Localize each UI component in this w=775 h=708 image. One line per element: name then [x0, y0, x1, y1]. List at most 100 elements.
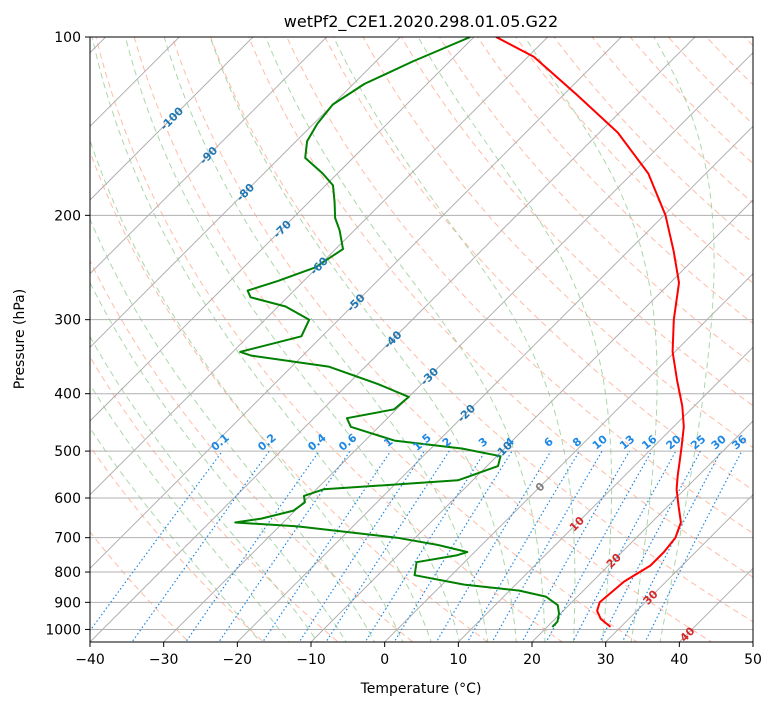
dry-adiabat [90, 150, 489, 642]
moist-adiabat [90, 383, 290, 642]
isotherm-line [90, 37, 181, 128]
x-tick-label: 30 [597, 652, 615, 668]
y-tick-label: 700 [54, 531, 81, 547]
dry-adiabat [438, 37, 753, 366]
moist-adiabat [333, 37, 576, 642]
x-axis-label: Temperature (°C) [360, 681, 482, 697]
y-tick-label: 500 [54, 444, 81, 460]
mixing-ratio-line [364, 450, 486, 642]
mixing-ratio-label: 6 [542, 435, 556, 450]
isotherm-line [90, 37, 328, 275]
mixing-ratio-line [393, 450, 513, 642]
moist-adiabat [90, 335, 319, 642]
moist-adiabat [209, 37, 517, 642]
y-tick-label: 1000 [45, 622, 81, 638]
mixing-ratio-label: 1.5 [411, 431, 434, 453]
mixing-ratio-label: 36 [730, 432, 750, 452]
temperature-line [495, 37, 685, 628]
x-tick-label: 20 [523, 652, 541, 668]
axes: −40 −30 −20 −10 0 10 20 30 40 5010020030040050060… [45, 30, 762, 668]
x-tick-label: −20 [223, 652, 253, 668]
moist-adiabat [653, 37, 715, 642]
isotherm-line [236, 125, 753, 642]
moist-adiabat [163, 37, 489, 642]
moist-adiabat [417, 37, 613, 642]
mixing-ratio-line [185, 450, 320, 642]
isotherm-line [678, 567, 753, 642]
y-tick-label: 900 [54, 595, 81, 611]
dry-adiabat [744, 37, 753, 47]
x-tick-label: 0 [380, 652, 389, 668]
dry-adiabat [95, 37, 564, 642]
isotherm-line [90, 37, 254, 201]
mixing-ratio-line [572, 450, 677, 642]
moist-adiabat [90, 218, 376, 642]
moist-adiabat [91, 37, 432, 642]
isotherm-label: -20 [455, 402, 478, 425]
mixing-ratio-line [644, 450, 743, 642]
dry-adiabat [90, 259, 414, 642]
isotherm-line [752, 641, 753, 642]
isotherm-label: -100 [158, 104, 187, 133]
isotherm-line [90, 37, 623, 570]
y-tick-label: 800 [54, 565, 81, 581]
isotherm-line [162, 51, 753, 642]
y-tick-label: 200 [54, 208, 81, 224]
dry-adiabat [667, 37, 753, 125]
mixing-ratio-line [131, 450, 270, 642]
moist-adiabat [90, 427, 261, 642]
profile-curves [234, 37, 685, 628]
y-tick-label: 100 [54, 30, 81, 46]
y-axis-label: Pressure (hPa) [12, 289, 28, 389]
isotherm-line [0, 10, 59, 654]
dewpoint-line [234, 37, 560, 628]
x-tick-label: 50 [744, 652, 762, 668]
dry-adiabat [705, 37, 753, 86]
dry-adiabat [324, 37, 753, 491]
isotherm-line [90, 37, 402, 349]
mixing-ratio-label: 16 [639, 432, 659, 452]
mixing-ratio-line [298, 450, 425, 642]
dry-adiabat [629, 37, 753, 165]
isotherm-line [90, 37, 696, 642]
isotherm-label: -80 [234, 181, 257, 204]
mixing-ratio-line [218, 450, 351, 642]
mixing-ratio-label: 0.1 [209, 431, 232, 453]
mixing-ratio-label: 1 [381, 435, 395, 450]
moist-adiabat [524, 37, 658, 642]
isotherm-line [604, 493, 753, 642]
mixing-ratio-label: 0.4 [305, 431, 329, 454]
x-tick-label: 10 [449, 652, 467, 668]
y-tick-label: 600 [54, 491, 81, 507]
isotherm-line [531, 420, 753, 642]
isotherm-line [310, 199, 753, 642]
mixing-ratio-line [491, 450, 603, 642]
isotherm-line [457, 346, 753, 642]
mixing-ratio-label: 3 [476, 435, 490, 450]
moist-adiabat [90, 281, 347, 642]
mixing-ratio-label: 30 [709, 432, 729, 452]
dry-adiabat [171, 37, 713, 642]
dry-adiabat [362, 37, 753, 449]
isotherm-label: -50 [344, 291, 367, 314]
x-tick-label: −30 [149, 652, 179, 668]
moist-adiabat [265, 37, 546, 642]
dry-adiabat [133, 37, 638, 642]
moist-adiabat [90, 138, 404, 642]
mixing-ratio-label: 0.6 [336, 431, 360, 454]
mixing-ratio-line [599, 450, 702, 642]
mixing-ratio-line [621, 450, 722, 642]
mixing-ratio-line [435, 450, 552, 642]
chart-title: wetPf2_C2E1.2020.298.01.05.G22 [284, 12, 558, 32]
mixing-ratio-line [466, 450, 580, 642]
dry-adiabat [515, 37, 753, 284]
line-labels: 0.1 0.2 0.4 0.6 1 1.5 2 3 4 6 8 10 13 16 20 25 30 36-100-… [158, 104, 750, 644]
dry-adiabat [90, 445, 265, 642]
moist-adiabat [124, 37, 461, 642]
mixing-ratio-line [90, 450, 223, 632]
dry-adiabat [756, 10, 775, 654]
x-tick-label: 40 [670, 652, 688, 668]
dry-adiabat [286, 37, 753, 534]
isotherm-line [383, 272, 753, 642]
